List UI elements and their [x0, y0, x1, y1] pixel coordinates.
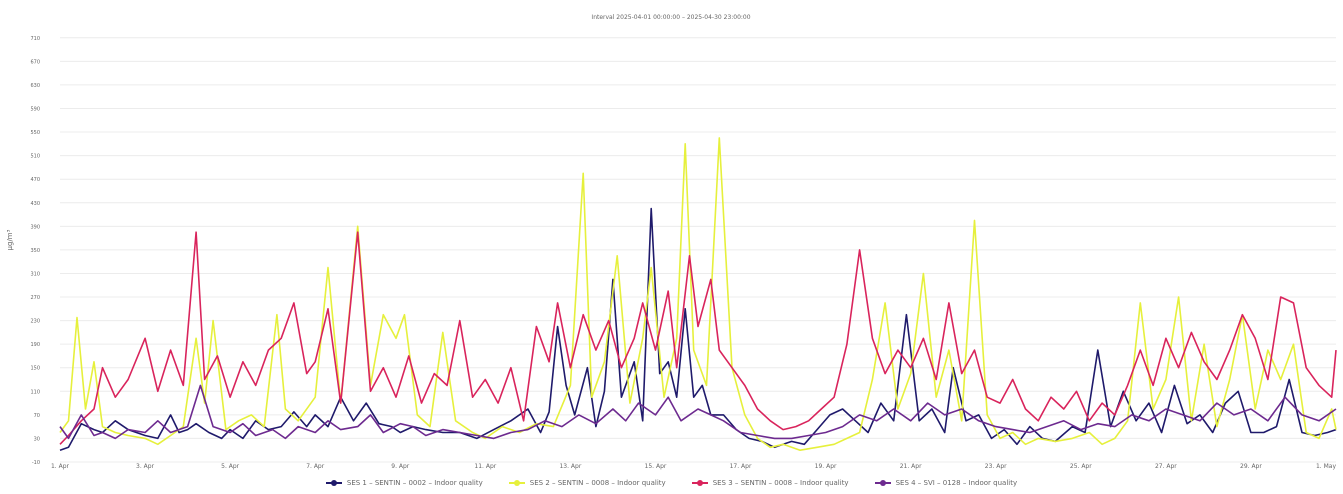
legend-swatch [325, 480, 342, 486]
x-tick-label: 13. Apr [559, 463, 581, 470]
y-tick-label: 430 [30, 201, 40, 207]
y-tick-label: 70 [34, 413, 40, 419]
x-tick-label: 1. Apr [51, 463, 70, 470]
x-tick-label: 19. Apr [815, 463, 837, 470]
x-tick-label: 15. Apr [645, 463, 667, 470]
x-tick-label: 17. Apr [730, 463, 752, 470]
chart-title: Interval 2025-04-01 00:00:00 – 2025-04-3… [591, 14, 750, 21]
x-tick-label: 21. Apr [900, 463, 922, 470]
legend-label: SES 1 – SENTIN – 0002 – Indoor quality [346, 479, 483, 487]
y-tick-label: 310 [30, 271, 40, 277]
legend-item-1[interactable]: SES 1 – SENTIN – 0002 – Indoor quality [325, 474, 483, 492]
y-tick-label: 390 [30, 224, 40, 230]
legend-swatch [508, 480, 525, 486]
legend-item-3[interactable]: SES 3 – SENTIN – 0008 – Indoor quality [691, 474, 849, 492]
y-tick-label: 150 [30, 366, 40, 372]
x-tick-label: 5. Apr [221, 463, 240, 470]
x-tick-label: 3. Apr [136, 463, 155, 470]
y-tick-label: 190 [30, 342, 40, 348]
x-axis-ticks: 1. Apr 3. Apr 5. Apr 7. Apr 9. Apr 11. Apr 13.… [51, 463, 1336, 470]
y-tick-label: 670 [30, 59, 40, 65]
x-tick-label: 1. May [1316, 463, 1336, 470]
y-tick-label: 550 [30, 130, 40, 136]
series-line-3 [59, 231, 1337, 445]
x-tick-label: 29. Apr [1240, 463, 1262, 470]
y-tick-label: 510 [30, 154, 40, 160]
y-tick-label: 590 [30, 106, 40, 112]
x-tick-label: 25. Apr [1070, 463, 1092, 470]
line-chart: -10 30 70 110 150 190 230 270 310 350 390 430 470 510… [6, 14, 1337, 470]
x-tick-label: 7. Apr [306, 463, 325, 470]
y-tick-label: 270 [30, 295, 40, 301]
legend-label: SES 4 – SVI – 0128 – Indoor quality [895, 479, 1018, 487]
x-tick-label: 27. Apr [1155, 463, 1177, 470]
series-line-4 [59, 384, 1337, 440]
y-tick-label: 470 [30, 177, 40, 183]
series-line-2 [59, 137, 1337, 451]
chart-legend: SES 1 – SENTIN – 0002 – Indoor quality SE… [0, 474, 1343, 492]
y-axis-ticks: -10 30 70 110 150 190 230 270 310 350 390 430 470 510… [30, 36, 40, 466]
series-lines [59, 137, 1337, 451]
x-tick-label: 9. Apr [391, 463, 410, 470]
y-tick-label: 630 [30, 83, 40, 89]
y-tick-label: -10 [32, 460, 40, 466]
x-tick-label: 11. Apr [474, 463, 496, 470]
series-line-1 [59, 207, 1337, 451]
legend-swatch [691, 480, 708, 486]
x-tick-label: 23. Apr [985, 463, 1007, 470]
legend-item-2[interactable]: SES 2 – SENTIN – 0008 – Indoor quality [508, 474, 666, 492]
y-tick-label: 350 [30, 248, 40, 254]
legend-swatch [874, 480, 891, 486]
y-axis-label: µg/m³ [6, 229, 14, 250]
legend-label: SES 3 – SENTIN – 0008 – Indoor quality [712, 479, 849, 487]
y-tick-label: 30 [34, 436, 40, 442]
legend-label: SES 2 – SENTIN – 0008 – Indoor quality [529, 479, 666, 487]
grid [60, 37, 1336, 463]
y-tick-label: 110 [30, 389, 40, 395]
legend-item-4[interactable]: SES 4 – SVI – 0128 – Indoor quality [874, 474, 1018, 492]
y-tick-label: 230 [30, 319, 40, 325]
y-tick-label: 710 [30, 36, 40, 42]
